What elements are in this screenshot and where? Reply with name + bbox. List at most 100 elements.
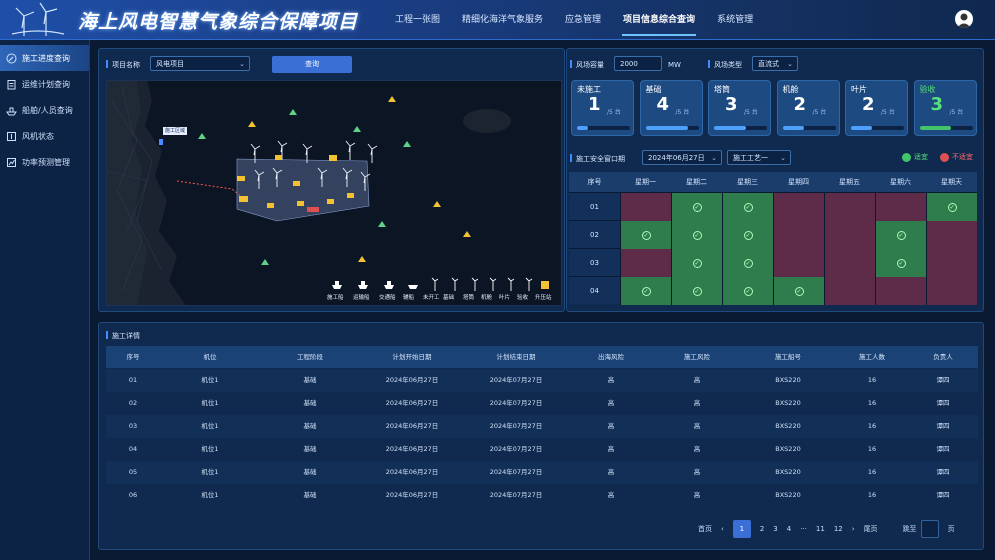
- detail-cell: 机位1: [201, 445, 219, 453]
- detail-header-cell: 工程阶段: [297, 353, 323, 361]
- detail-header-cell: 计划开始日期: [392, 353, 432, 361]
- unsuitable-cell[interactable]: [926, 277, 977, 305]
- check-circle-icon: ✓: [692, 286, 702, 296]
- chevron-down-icon: ⌄: [787, 60, 793, 68]
- capacity-input[interactable]: 2000: [614, 56, 662, 71]
- unsuitable-cell[interactable]: [773, 249, 824, 277]
- legend-acceptance: 验收: [517, 295, 529, 301]
- unsuitable-cell[interactable]: [824, 221, 875, 249]
- detail-cell: 2024年06月27日: [385, 491, 439, 499]
- detail-cell: 高: [693, 491, 701, 499]
- sidebar-item-turbine-status[interactable]: 风机状态: [0, 123, 89, 149]
- table-row[interactable]: 06 机位1 基础 2024年06月27日 2024年07月27日 高 高 BXS220 16 谭…: [106, 484, 978, 507]
- nav-project-info[interactable]: 项目信息综合查询: [612, 0, 706, 40]
- unsuitable-cell[interactable]: [824, 193, 875, 221]
- nav-emergency[interactable]: 应急管理: [565, 15, 602, 25]
- map-canvas: 施工区: [107, 81, 549, 305]
- page-button[interactable]: 4: [786, 525, 792, 533]
- farm-type-select[interactable]: 直流式 ⌄: [752, 56, 798, 71]
- process-select[interactable]: 施工工艺一 ⌄: [727, 150, 791, 165]
- last-page-button[interactable]: 尾页: [863, 525, 878, 533]
- unsuitable-cell[interactable]: [926, 221, 977, 249]
- suitable-cell[interactable]: ✓: [671, 221, 722, 249]
- table-row[interactable]: 01 机位1 基础 2024年06月27日 2024年07月27日 高 高 BXS220 16 谭…: [106, 369, 978, 392]
- site-map[interactable]: 施工区: [106, 80, 562, 306]
- detail-cell: 03: [128, 422, 138, 430]
- status-card-label: 验收: [919, 85, 936, 94]
- status-card[interactable]: 塔筒 3/5 台: [708, 80, 771, 136]
- unsuitable-cell[interactable]: [620, 193, 671, 221]
- page-button[interactable]: 12: [833, 525, 843, 533]
- unsuitable-cell[interactable]: [875, 277, 926, 305]
- unsuitable-cell[interactable]: [824, 249, 875, 277]
- query-button[interactable]: 查询: [272, 56, 352, 73]
- unsuitable-cell[interactable]: [620, 249, 671, 277]
- turbine-icon: [6, 131, 17, 142]
- page-button-active[interactable]: 1: [732, 520, 751, 538]
- map-legend-labels: 施工船 运输船 交通船 辅船 未开工 基础 塔筒 机舱 叶片 验收 升压站: [327, 293, 552, 301]
- unsuitable-icon: [940, 152, 949, 162]
- status-card-progress-fill: [645, 126, 688, 130]
- grid-header-day: 星期二: [686, 178, 707, 186]
- suitable-cell[interactable]: ✓: [722, 277, 773, 305]
- suitable-cell[interactable]: ✓: [773, 277, 824, 305]
- unsuitable-cell[interactable]: [824, 277, 875, 305]
- detail-cell: 谭四: [936, 491, 950, 499]
- ship-icon: [6, 105, 17, 116]
- sidebar-item-construction-progress[interactable]: 施工进度查询: [0, 45, 89, 71]
- status-card[interactable]: 基础 4/5 台: [639, 80, 703, 136]
- sidebar-item-maintenance-plan[interactable]: 运维计划查询: [0, 71, 89, 97]
- farm-type-value: 直流式: [758, 60, 779, 68]
- check-circle-icon: ✓: [641, 286, 651, 296]
- sidebar: 施工进度查询 运维计划查询 船舶/人员查询 风机状态 功率预测管理: [0, 40, 90, 560]
- suitable-cell[interactable]: ✓: [722, 221, 773, 249]
- unsuitable-cell[interactable]: [773, 193, 824, 221]
- prev-page-button[interactable]: ‹: [721, 525, 724, 533]
- status-card-label: 未施工: [577, 85, 601, 94]
- suitable-cell[interactable]: ✓: [875, 221, 926, 249]
- suitable-cell[interactable]: ✓: [722, 193, 773, 221]
- nav-project-map[interactable]: 工程一张图: [395, 15, 441, 25]
- status-card-label: 基础: [645, 85, 662, 94]
- nav-system-admin[interactable]: 系统管理: [717, 15, 754, 25]
- suitable-cell[interactable]: ✓: [875, 249, 926, 277]
- status-card-progress-fill: [577, 126, 588, 130]
- suitable-cell[interactable]: ✓: [620, 221, 671, 249]
- status-card[interactable]: 叶片 2/5 台: [845, 80, 908, 136]
- table-row[interactable]: 03 机位1 基础 2024年06月27日 2024年07月27日 高 高 BXS220 16 谭…: [106, 415, 978, 438]
- unsuitable-cell[interactable]: [773, 221, 824, 249]
- page-button[interactable]: 2: [759, 525, 765, 533]
- suitable-cell[interactable]: ✓: [671, 277, 722, 305]
- next-page-button[interactable]: ›: [851, 525, 855, 533]
- table-row[interactable]: 02 机位1 基础 2024年06月27日 2024年07月27日 高 高 BXS220 16 谭…: [106, 392, 978, 415]
- date-select[interactable]: 2024年06月27日 ⌄: [642, 150, 722, 165]
- check-circle-icon: ✓: [794, 286, 804, 296]
- page-button[interactable]: 11: [815, 525, 825, 533]
- detail-cell: 基础: [303, 468, 317, 476]
- unsuitable-cell[interactable]: [926, 249, 977, 277]
- project-select-value: 风电项目: [156, 60, 184, 68]
- nav-marine-weather[interactable]: 精细化海洋气象服务: [462, 15, 544, 25]
- sidebar-item-power-forecast[interactable]: 功率预测管理: [0, 149, 89, 175]
- user-avatar[interactable]: [955, 10, 973, 28]
- table-row[interactable]: 04 机位1 基础 2024年06月27日 2024年07月27日 高 高 BXS220 16 谭…: [106, 438, 978, 461]
- jump-page-input[interactable]: [920, 520, 939, 538]
- project-select[interactable]: 风电项目 ⌄: [150, 56, 250, 71]
- status-card-count: 1: [588, 94, 601, 115]
- suitable-cell[interactable]: ✓: [722, 249, 773, 277]
- page-button[interactable]: 3: [773, 525, 778, 533]
- suitable-cell[interactable]: ✓: [926, 193, 977, 221]
- detail-header-cell: 施工风险: [684, 353, 710, 361]
- status-card[interactable]: 未施工 1/5 台: [571, 80, 634, 136]
- status-card[interactable]: 机舱 2/5 台: [776, 80, 840, 136]
- status-card[interactable]: 验收 3/5 台: [913, 80, 977, 136]
- first-page-button[interactable]: 首页: [698, 525, 712, 533]
- unsuitable-cell[interactable]: [875, 193, 926, 221]
- status-card-progress-fill: [782, 126, 804, 130]
- table-row[interactable]: 05 机位1 基础 2024年06月27日 2024年07月27日 高 高 BXS220 16 谭…: [106, 461, 978, 484]
- detail-cell: 2024年06月27日: [385, 468, 439, 476]
- sidebar-item-ship-personnel[interactable]: 船舶/人员查询: [0, 97, 89, 123]
- suitable-cell[interactable]: ✓: [671, 193, 722, 221]
- suitable-cell[interactable]: ✓: [620, 277, 671, 305]
- suitable-cell[interactable]: ✓: [671, 249, 722, 277]
